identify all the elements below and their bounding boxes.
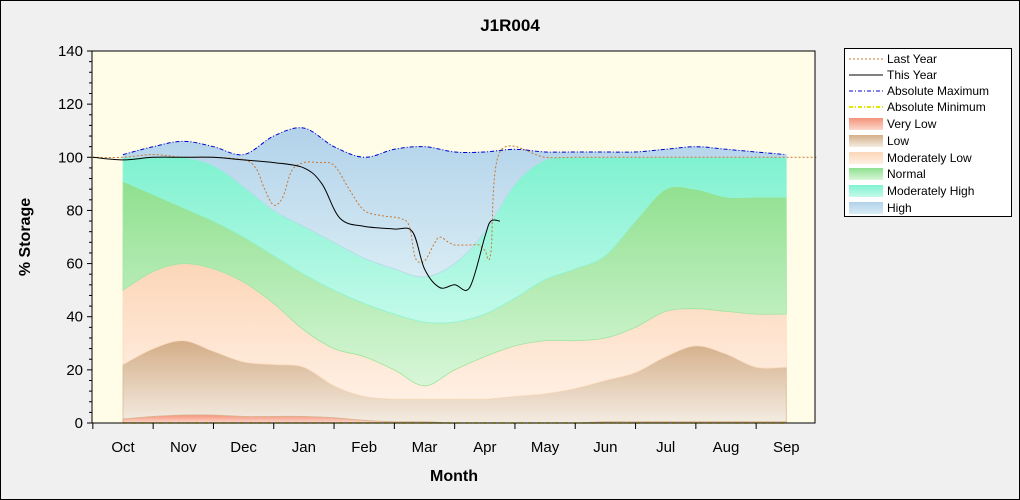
- series-absolute-maximum: [122, 127, 787, 158]
- legend-item-absolute-minimum: Absolute Minimum: [845, 99, 1011, 115]
- y-tick-label: 140: [58, 43, 83, 60]
- x-tick-label: Feb: [351, 439, 377, 456]
- very-low-swatch-icon: [849, 118, 883, 130]
- legend-label: High: [887, 201, 912, 215]
- legend-label: This Year: [887, 68, 938, 82]
- x-tick-label: Sep: [773, 439, 800, 456]
- moderately-high-swatch-icon: [849, 185, 883, 197]
- legend-label: Very Low: [887, 117, 937, 131]
- moderately-low-swatch-icon: [849, 152, 883, 164]
- legend-item-low: Low: [845, 133, 1011, 149]
- legend-item-normal: Normal: [845, 166, 1011, 182]
- x-tick-label: Dec: [230, 439, 257, 456]
- y-tick-label: 120: [58, 96, 83, 113]
- legend-label: Absolute Maximum: [887, 84, 990, 98]
- legend-label: Moderately Low: [887, 151, 972, 165]
- x-tick-label: May: [531, 439, 560, 456]
- normal-swatch-icon: [849, 168, 883, 180]
- absolute-maximum-line-icon: [849, 90, 883, 92]
- last-year-line-icon: [849, 58, 883, 60]
- x-tick-label: Jun: [593, 439, 617, 456]
- x-tick-label: Aug: [713, 439, 740, 456]
- legend-item-very-low: Very Low: [845, 116, 1011, 132]
- legend-label: Absolute Minimum: [887, 100, 986, 114]
- absolute-minimum-line-icon: [849, 106, 883, 108]
- series-this-year: [92, 156, 500, 291]
- this-year-line-icon: [849, 74, 883, 76]
- y-tick-label: 0: [75, 415, 83, 432]
- high-swatch-icon: [849, 202, 883, 214]
- legend-item-last-year: Last Year: [845, 51, 1011, 67]
- legend-label: Moderately High: [887, 184, 975, 198]
- y-tick-label: 80: [66, 202, 83, 219]
- series-last-year: [92, 145, 817, 264]
- low-swatch-icon: [849, 135, 883, 147]
- axes-layer: 0 20 40 60 80 100 120 140 Oct Nov Dec Jan Feb Mar Apr M…: [58, 43, 816, 456]
- x-axis-label: Month: [430, 468, 478, 485]
- y-axis-label: % Storage: [17, 198, 34, 276]
- y-tick-label: 60: [66, 256, 83, 273]
- x-tick-label: Apr: [473, 439, 496, 456]
- legend-label: Last Year: [887, 52, 938, 66]
- x-tick-label: Nov: [170, 439, 197, 456]
- x-tick-label: Oct: [111, 439, 135, 456]
- legend-item-moderately-low: Moderately Low: [845, 150, 1011, 166]
- legend-item-high: High: [845, 200, 1011, 216]
- chart-title: J1R004: [480, 16, 540, 35]
- y-tick-label: 40: [66, 309, 83, 326]
- y-tick-label: 100: [58, 149, 83, 166]
- bands-layer: [122, 127, 787, 424]
- legend-item-moderately-high: Moderately High: [845, 183, 1011, 199]
- legend-label: Normal: [887, 167, 926, 181]
- legend-label: Low: [887, 134, 910, 148]
- x-tick-label: Jul: [656, 439, 675, 456]
- chart-legend: Last Year This Year Absolute Maximum Abs…: [844, 48, 1012, 217]
- x-tick-label: Jan: [292, 439, 316, 456]
- y-tick-label: 20: [66, 362, 83, 379]
- x-tick-label: Mar: [412, 439, 438, 456]
- legend-item-this-year: This Year: [845, 67, 1011, 83]
- legend-item-absolute-maximum: Absolute Maximum: [845, 83, 1011, 99]
- plot-border: [91, 50, 816, 424]
